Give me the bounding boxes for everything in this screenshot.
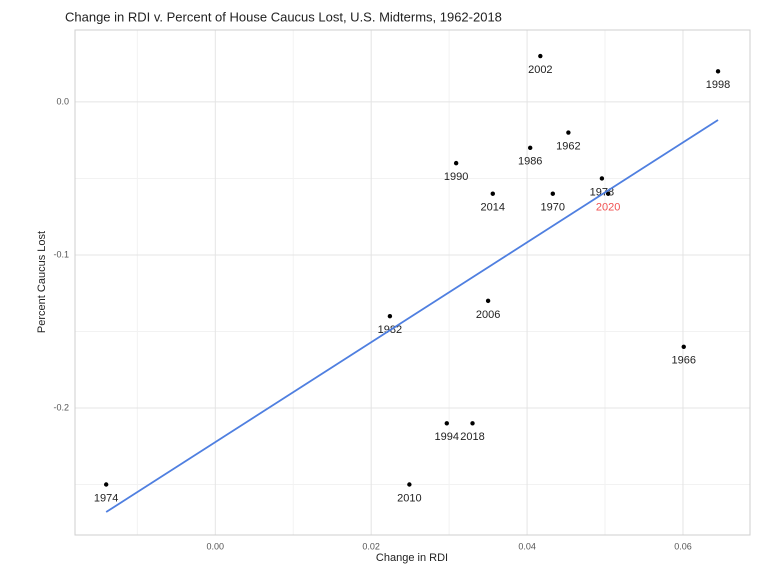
point-label: 1986 [518,156,542,168]
data-point [387,313,393,319]
data-point [490,191,495,196]
point-label: 2020 [596,202,620,214]
data-point [470,421,475,426]
point-label: 2014 [481,202,505,214]
data-point [444,421,449,426]
x-tick-label: 0.00 [207,541,225,551]
y-tick-label: -0.1 [53,249,69,259]
panel-border [74,29,751,536]
x-tick-label: 0.02 [362,541,380,551]
data-point [538,53,543,59]
point-label: 1994 [435,431,459,443]
x-axis-label: Change in RDI [376,552,448,564]
point-label: 2006 [476,309,500,321]
chart-title: Change in RDI v. Percent of House Caucus… [65,9,502,24]
data-point [485,298,491,304]
x-tick-label: 0.06 [674,541,692,551]
data-point [407,482,412,487]
point-label: 2018 [460,431,484,443]
point-label: 1962 [556,140,580,152]
data-point [550,191,556,196]
data-point [527,145,533,151]
data-point [566,130,571,135]
data-point [605,191,611,196]
data-point [599,176,605,181]
point-label: 1970 [541,202,565,214]
grid [75,30,750,535]
x-tick-label: 0.04 [518,541,536,551]
data-point [453,160,459,166]
point-label: 2002 [528,64,552,76]
y-tick-label: -0.2 [53,402,69,412]
fit-line [105,119,719,513]
point-label: 1966 [672,355,696,367]
point-label: 1974 [94,492,118,504]
point-label: 2010 [397,492,421,504]
data-point [103,482,109,487]
data-point [715,69,721,74]
y-axis-label: Percent Caucus Lost [36,231,48,333]
point-label: 1990 [444,171,468,183]
y-tick-label: 0.0 [56,96,69,106]
point-label: 1998 [706,79,730,91]
data-point [681,344,686,349]
